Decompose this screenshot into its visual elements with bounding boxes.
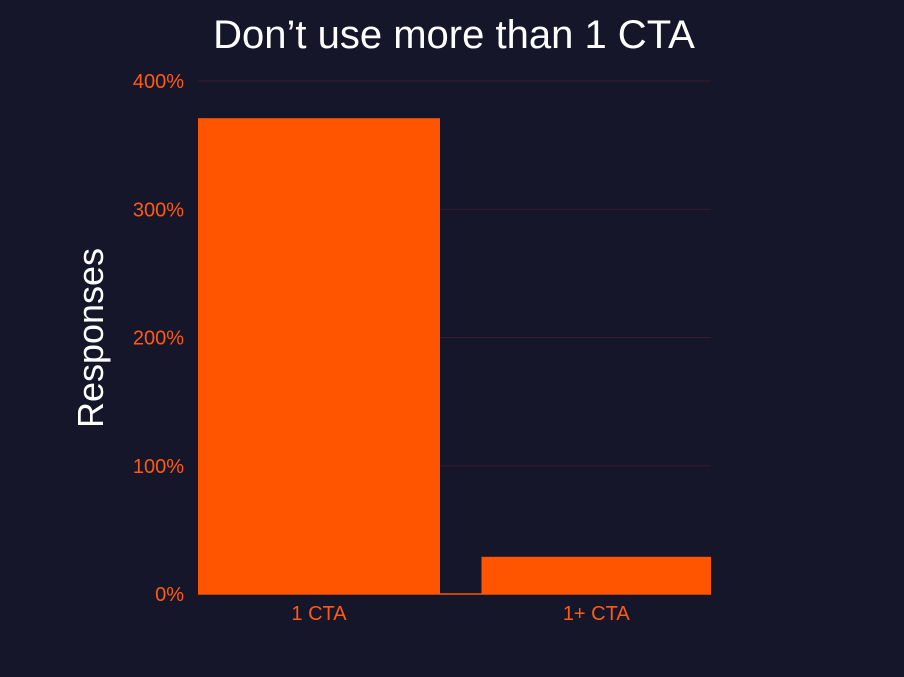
y-axis-label: Responses [70,248,111,428]
bar-one-cta [198,118,440,594]
x-tick-label: 1+ CTA [563,603,631,625]
y-tick-label: 0% [155,584,184,606]
y-tick-label: 400% [133,71,184,93]
x-tick-label: 1 CTA [291,603,347,625]
chart-title: Don’t use more than 1 CTA [213,13,695,57]
y-tick-label: 200% [133,328,184,350]
bar-more-than-one-cta [481,556,711,594]
y-tick-label: 300% [133,199,184,221]
bars [198,118,711,595]
x-axis-ticks: 1 CTA 1+ CTA [291,603,630,625]
y-axis-ticks: 0% 100% 200% 300% 400% [133,71,184,606]
y-tick-label: 100% [133,456,184,478]
